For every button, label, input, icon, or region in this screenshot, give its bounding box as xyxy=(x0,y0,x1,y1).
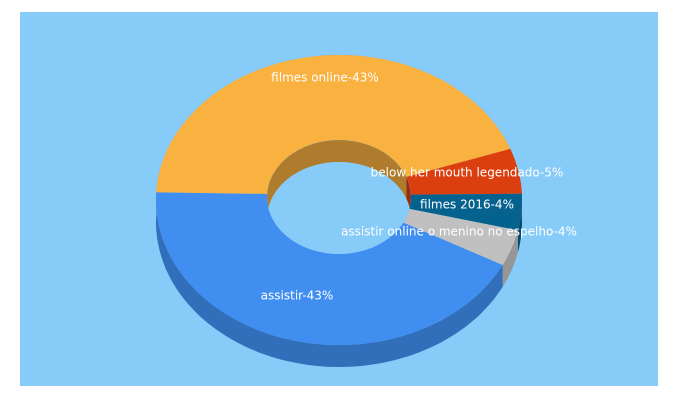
slice-side xyxy=(517,193,522,253)
slice-side xyxy=(502,230,518,287)
data-label: below her mouth legendado-5% xyxy=(371,166,564,180)
data-label: filmes online-43% xyxy=(271,71,379,85)
slice-side xyxy=(156,192,503,367)
slice xyxy=(156,55,511,194)
data-label: assistir online o menino no espelho-4% xyxy=(341,225,577,239)
slice-inner-side xyxy=(406,176,411,217)
slice xyxy=(409,193,522,231)
slice xyxy=(156,192,503,345)
slice xyxy=(403,208,518,265)
data-label: filmes 2016-4% xyxy=(420,198,514,212)
slice xyxy=(406,148,522,195)
slice-inner-side xyxy=(267,140,407,216)
data-label: assistir-43% xyxy=(261,289,334,303)
